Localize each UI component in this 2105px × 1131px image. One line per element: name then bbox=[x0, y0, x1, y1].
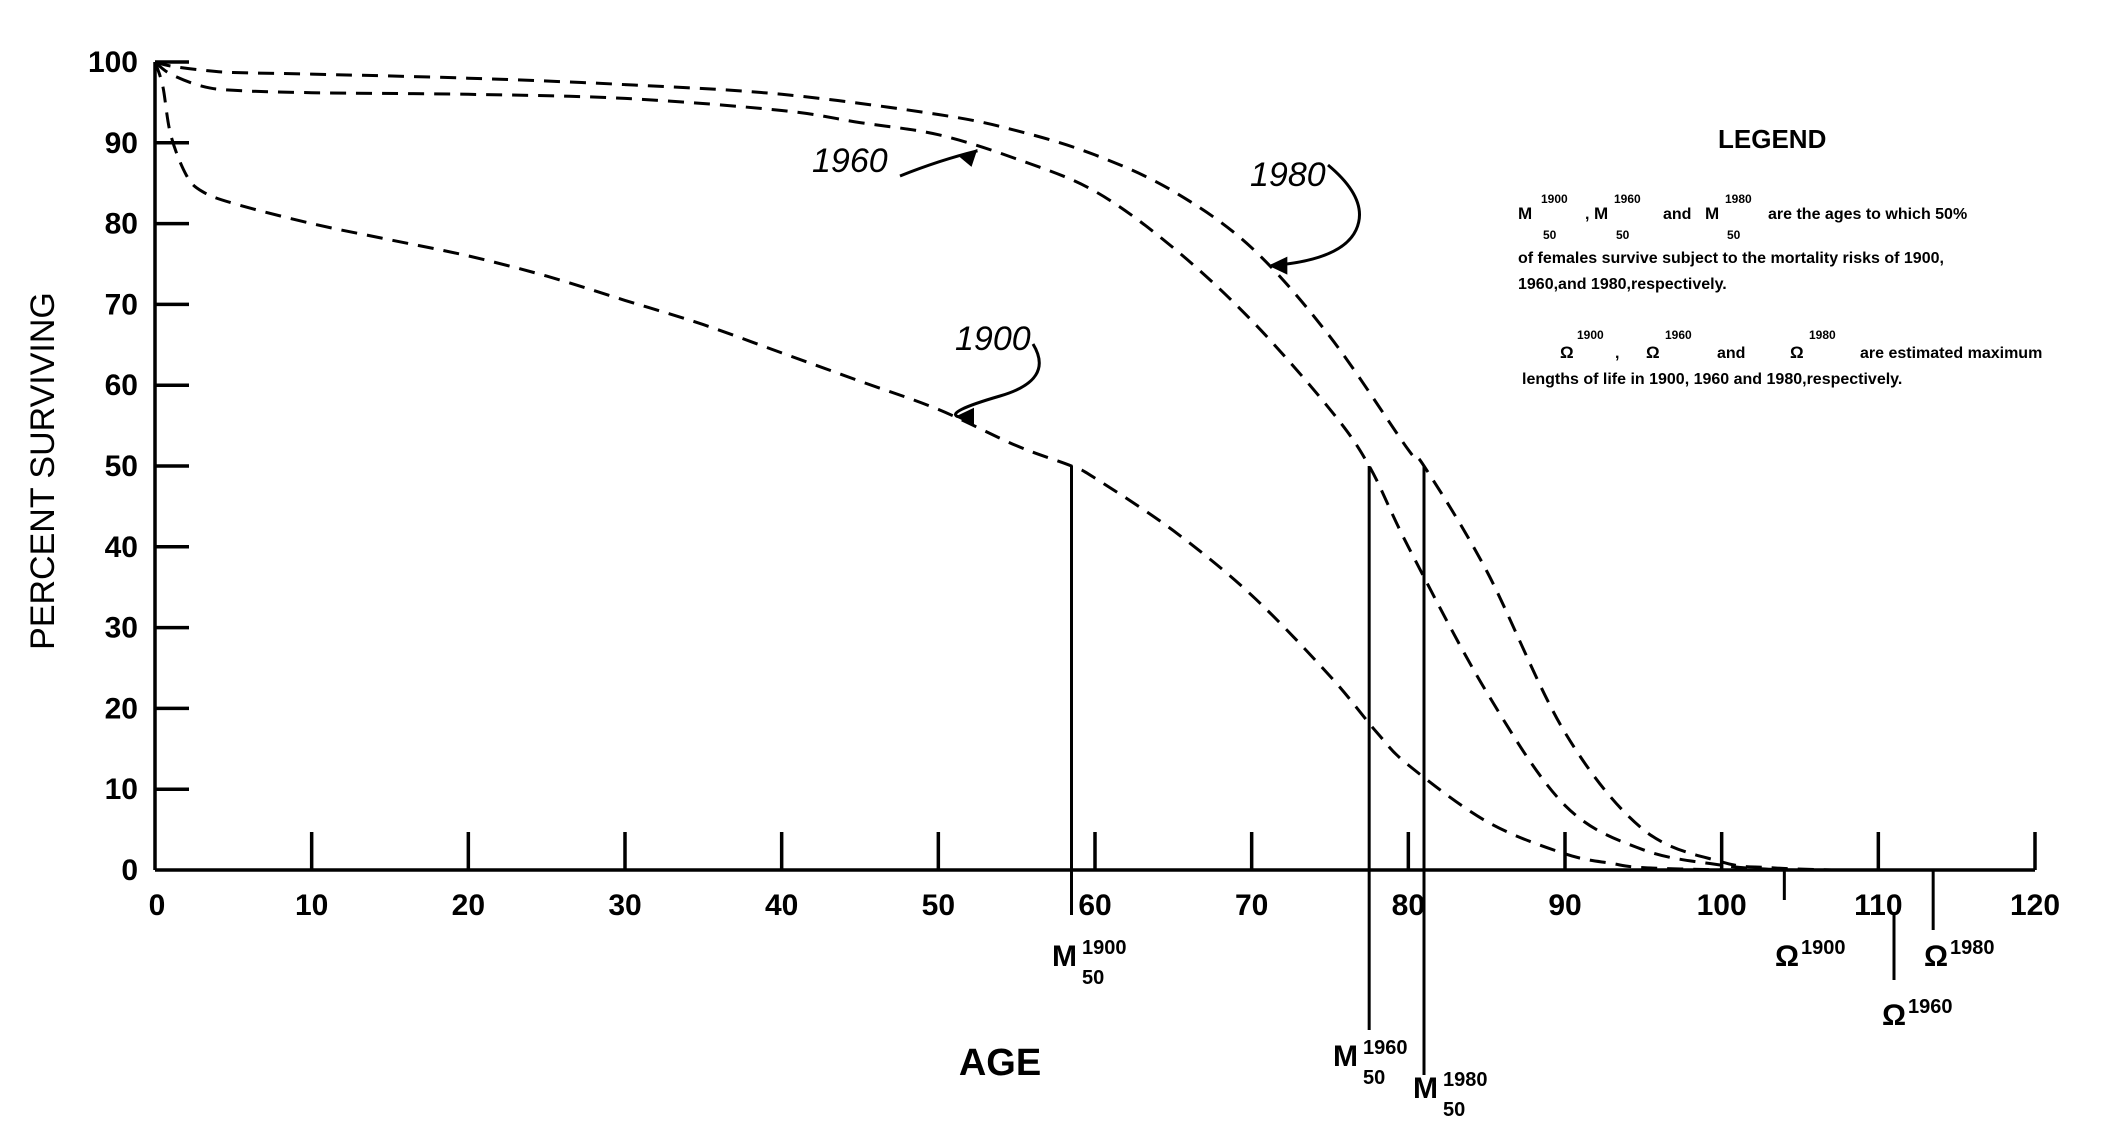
max-life-label-1900: Ω 1900 bbox=[1775, 937, 1846, 973]
tick-marks: 0 10 20 30 40 50 60 70 80 90 100 110 120010203040506… bbox=[88, 46, 2060, 922]
x-tick-label-120: 120 bbox=[2010, 889, 2060, 922]
curve-arrowhead-1900 bbox=[955, 407, 974, 426]
y-axis-title: PERCENT SURVIVING bbox=[24, 292, 62, 650]
legend-and-1: and bbox=[1663, 206, 1691, 223]
x-tick-label-10: 10 bbox=[295, 889, 328, 922]
legend-line2: of females survive subject to the mortal… bbox=[1518, 250, 1944, 267]
max-life-sup-1900: 1900 bbox=[1801, 937, 1846, 959]
legend-line3: 1960,and 1980,respectively. bbox=[1518, 276, 1727, 293]
series-line-1980 bbox=[154, 60, 1832, 872]
legend: LEGEND M 1900 50 , M 1960 50 and M 1980 … bbox=[1518, 124, 2042, 388]
legend-line5: lengths of life in 1900, 1960 and 1980,r… bbox=[1522, 371, 1902, 388]
curve-arrowhead-1980 bbox=[1268, 256, 1288, 275]
legend-m-sub-1960: 50 bbox=[1616, 228, 1630, 242]
y-tick-label-70: 70 bbox=[105, 288, 138, 321]
x-tick-label-70: 70 bbox=[1235, 889, 1268, 922]
legend-omega-sup-1900: 1900 bbox=[1577, 328, 1604, 342]
median-label-1960: M 1960 50 bbox=[1333, 1037, 1408, 1089]
legend-and-2: and bbox=[1717, 345, 1745, 362]
max-life-symbol-1980: Ω bbox=[1924, 940, 1948, 973]
legend-omega-symbol-1900: Ω bbox=[1560, 343, 1574, 362]
legend-omega-sup-1960: 1960 bbox=[1665, 328, 1692, 342]
legend-m-sup-1900: 1900 bbox=[1541, 192, 1568, 206]
legend-line1-tail: are the ages to which 50% bbox=[1768, 206, 1967, 223]
y-tick-label-40: 40 bbox=[105, 531, 138, 564]
median-symbol-1960: M bbox=[1333, 1040, 1358, 1073]
x-tick-label-80: 80 bbox=[1392, 889, 1425, 922]
x-tick-label-50: 50 bbox=[922, 889, 955, 922]
axes bbox=[153, 62, 2035, 872]
x-tick-label-100: 100 bbox=[1697, 889, 1747, 922]
legend-comma-1: , bbox=[1585, 206, 1589, 223]
curve-label-1960: 1960 bbox=[812, 142, 888, 180]
max-life-symbol-1900: Ω bbox=[1775, 940, 1799, 973]
median-label-1980: M 1980 50 bbox=[1413, 1069, 1488, 1121]
legend-m-symbol-1980: M bbox=[1705, 204, 1719, 223]
x-tick-label-30: 30 bbox=[608, 889, 641, 922]
y-tick-label-20: 20 bbox=[105, 692, 138, 725]
x-tick-label-60: 60 bbox=[1078, 889, 1111, 922]
median-sup-1980: 1980 bbox=[1443, 1069, 1488, 1091]
y-tick-label-50: 50 bbox=[105, 450, 138, 483]
median-sub-1980: 50 bbox=[1443, 1099, 1465, 1121]
x-axis-title: AGE bbox=[959, 1042, 1041, 1084]
median-sub-1960: 50 bbox=[1363, 1067, 1385, 1089]
max-life-sup-1980: 1980 bbox=[1950, 937, 1995, 959]
max-life-symbol-1960: Ω bbox=[1882, 999, 1906, 1032]
median-symbol-1900: M bbox=[1052, 940, 1077, 973]
legend-m-symbol-1960: M bbox=[1594, 204, 1608, 223]
legend-omega-symbol-1960: Ω bbox=[1646, 343, 1660, 362]
series-line-1960 bbox=[154, 60, 1801, 872]
y-tick-label-10: 10 bbox=[105, 773, 138, 806]
series-line-1900 bbox=[153, 61, 1722, 872]
median-symbol-1980: M bbox=[1413, 1072, 1438, 1105]
x-tick-label-40: 40 bbox=[765, 889, 798, 922]
y-tick-label-90: 90 bbox=[105, 127, 138, 160]
legend-line4-tail: are estimated maximum bbox=[1860, 345, 2042, 362]
legend-m-symbol-1900: M bbox=[1518, 204, 1532, 223]
median-sub-1900: 50 bbox=[1082, 967, 1104, 989]
curve-arrowhead-1960 bbox=[959, 148, 978, 167]
y-tick-label-100: 100 bbox=[88, 46, 138, 79]
curve-labels: 1960 1980 1900 bbox=[812, 142, 1361, 426]
median-label-1900: M 1900 50 bbox=[1052, 937, 1127, 989]
max-life-label-1980: Ω 1980 bbox=[1924, 937, 1995, 973]
y-tick-label-0: 0 bbox=[121, 854, 138, 887]
legend-m-sub-1900: 50 bbox=[1543, 228, 1557, 242]
y-tick-label-80: 80 bbox=[105, 208, 138, 241]
curve-label-1900: 1900 bbox=[955, 320, 1031, 358]
x-tick-label-0: 0 bbox=[149, 889, 166, 922]
max-life-label-1960: Ω 1960 bbox=[1882, 996, 1953, 1032]
legend-title: LEGEND bbox=[1718, 124, 1826, 154]
legend-m-sub-1980: 50 bbox=[1727, 228, 1741, 242]
y-tick-label-60: 60 bbox=[105, 369, 138, 402]
legend-omega-sup-1980: 1980 bbox=[1809, 328, 1836, 342]
x-tick-label-20: 20 bbox=[452, 889, 485, 922]
legend-m-sup-1980: 1980 bbox=[1725, 192, 1752, 206]
legend-comma-2: , bbox=[1615, 345, 1619, 362]
median-sup-1960: 1960 bbox=[1363, 1037, 1408, 1059]
legend-m-sup-1960: 1960 bbox=[1614, 192, 1641, 206]
y-tick-label-30: 30 bbox=[105, 612, 138, 645]
median-sup-1900: 1900 bbox=[1082, 937, 1127, 959]
max-life-sup-1960: 1960 bbox=[1908, 996, 1953, 1018]
survival-curves bbox=[153, 60, 1832, 872]
curve-label-1980: 1980 bbox=[1250, 156, 1326, 194]
x-tick-label-90: 90 bbox=[1548, 889, 1581, 922]
curve-arrow-1900 bbox=[954, 343, 1041, 419]
curve-arrow-1980 bbox=[1271, 163, 1361, 268]
legend-omega-symbol-1980: Ω bbox=[1790, 343, 1804, 362]
